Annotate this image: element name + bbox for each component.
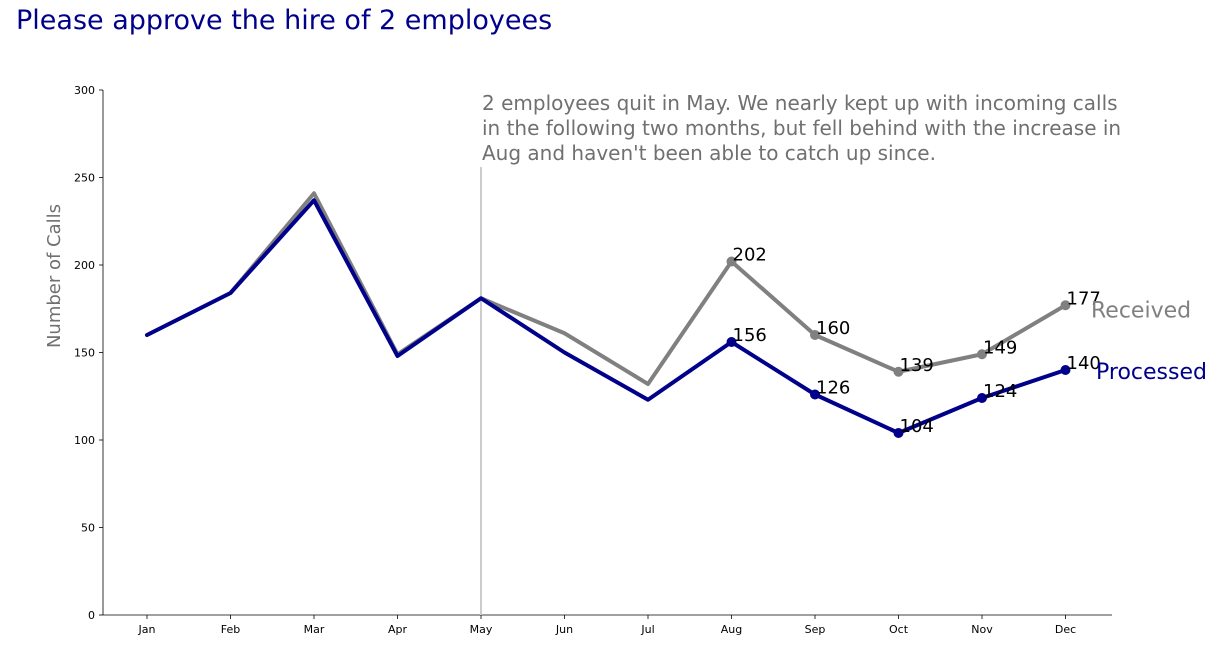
processed-series-line <box>145 198 1068 435</box>
processed-data-label: 104 <box>900 416 934 437</box>
y-tick-label: 150 <box>74 347 95 360</box>
x-tick-label: Jan <box>138 623 156 636</box>
x-tick-label: Jun <box>555 623 573 636</box>
received-point <box>893 366 904 377</box>
y-tick-label: 50 <box>81 522 95 535</box>
annotation-line-2: in the following two months, but fell be… <box>482 116 1121 140</box>
axes: 0 50 100 150 200 250 300 Jan Feb Mar Apr May Jun Jul A… <box>74 84 1112 636</box>
x-tick-label: Oct <box>889 623 909 636</box>
received-data-label: 202 <box>733 245 767 266</box>
processed-series-label: Processed <box>1096 360 1207 385</box>
received-series-label: Received <box>1091 298 1191 323</box>
received-data-label: 149 <box>983 337 1017 358</box>
received-point <box>977 349 987 360</box>
x-tick-label: Sep <box>805 623 826 636</box>
processed-data-label: 124 <box>983 381 1017 402</box>
chart-title: Please approve the hire of 2 employees <box>16 5 552 36</box>
x-tick-label: Dec <box>1055 623 1076 636</box>
y-axis-label: Number of Calls <box>44 204 65 348</box>
received-data-label: 139 <box>900 355 934 376</box>
received-data-label: 160 <box>816 318 850 339</box>
y-tick-label: 300 <box>74 84 95 97</box>
x-tick-label: Aug <box>721 623 742 636</box>
received-point <box>726 256 737 267</box>
received-point <box>1060 300 1071 311</box>
received-point <box>810 330 820 340</box>
processed-data-label: 140 <box>1067 353 1101 374</box>
processed-point <box>726 337 737 347</box>
y-tick-label: 250 <box>74 172 95 185</box>
annotation-line-3: Aug and haven't been able to catch up si… <box>482 141 936 165</box>
processed-point <box>893 428 904 438</box>
x-tick-label: Jul <box>640 623 654 636</box>
series <box>145 191 1071 438</box>
received-series-line <box>145 191 1068 386</box>
processed-point <box>977 393 987 403</box>
annotation: 2 employees quit in May. We nearly kept … <box>482 91 1121 165</box>
y-tick-label: 200 <box>74 259 95 272</box>
processed-point <box>1060 365 1071 375</box>
y-tick-label: 100 <box>74 434 95 447</box>
annotation-line-1: 2 employees quit in May. We nearly kept … <box>482 91 1118 115</box>
x-tick-label: Feb <box>221 623 240 636</box>
processed-data-label: 126 <box>816 378 850 399</box>
processed-data-label: 156 <box>733 325 767 346</box>
x-tick-label: Nov <box>971 623 993 636</box>
y-tick-label: 0 <box>88 609 95 622</box>
x-tick-label: Mar <box>304 623 325 636</box>
x-tick-label: May <box>470 623 493 636</box>
processed-point <box>810 389 820 400</box>
received-data-label: 177 <box>1067 288 1101 309</box>
x-tick-label: Apr <box>388 623 408 636</box>
